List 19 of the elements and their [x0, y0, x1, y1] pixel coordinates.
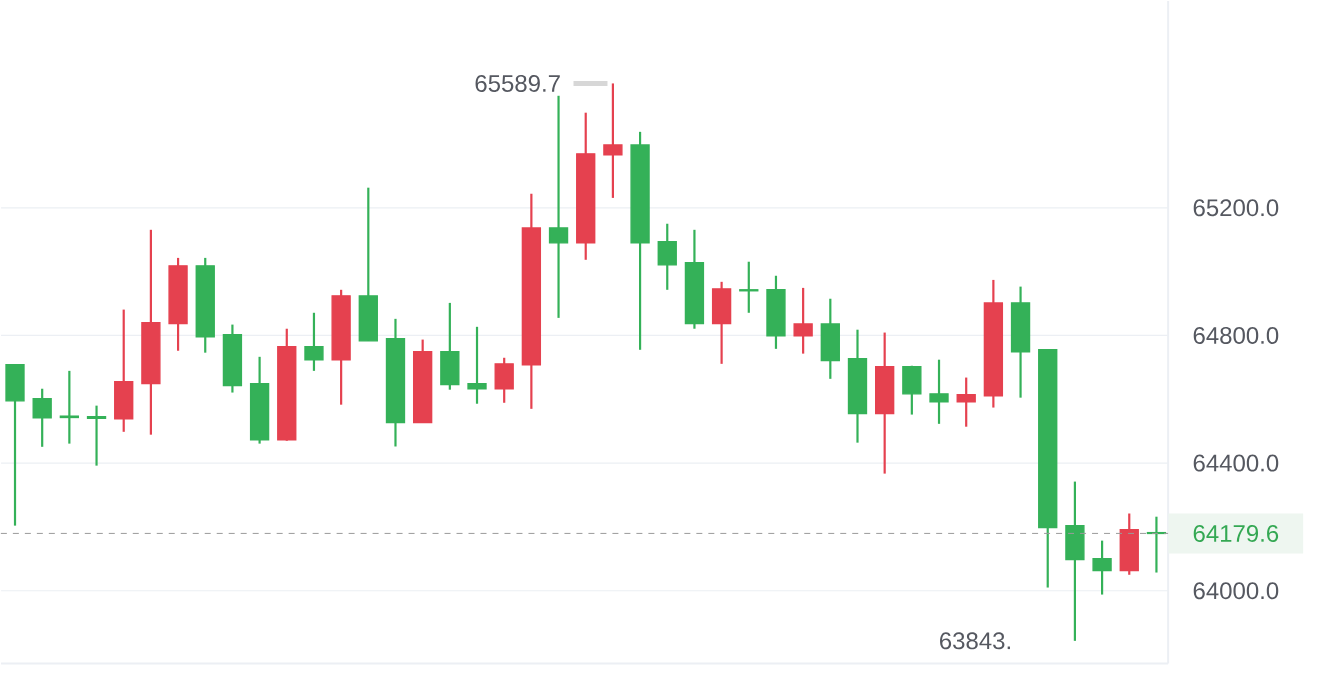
- candlestick: [32, 387, 52, 448]
- candlestick: [657, 222, 677, 291]
- candlestick: [1092, 539, 1112, 596]
- candlestick: [86, 404, 107, 467]
- candlestick: [59, 369, 80, 445]
- y-tick-label: 64800.0: [1193, 326, 1279, 344]
- y-tick-label: 64000.0: [1193, 582, 1279, 599]
- annotation: 63843.: [940, 632, 1010, 650]
- candlestick: [548, 94, 569, 319]
- y-tick-label: 64400.0: [1193, 454, 1279, 472]
- candlestick: [603, 82, 623, 199]
- ref-line-label: 64179.6: [1193, 524, 1279, 542]
- candlestick: [304, 311, 324, 372]
- y-tick-label: 65200.0: [1193, 199, 1279, 217]
- candlestick: [956, 376, 976, 428]
- candlestick: [793, 286, 813, 355]
- candlestick: [929, 358, 949, 425]
- candlestick: [467, 325, 487, 405]
- annotation: 65589.7: [475, 74, 560, 92]
